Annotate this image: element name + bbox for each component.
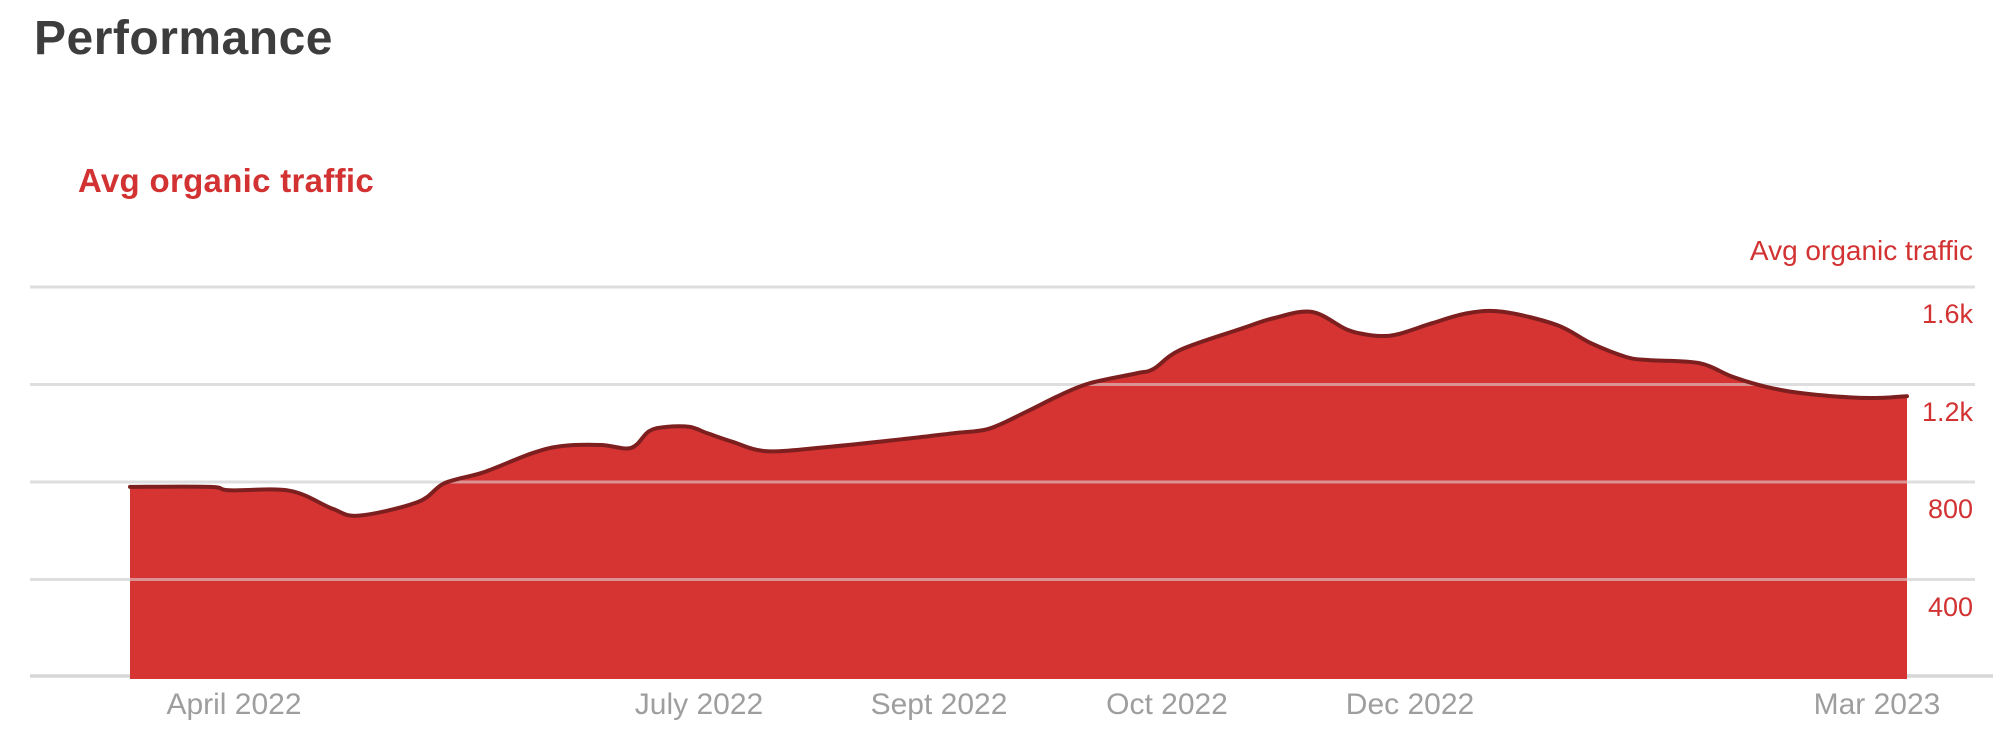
y-tick-label: 1.2k (1921, 397, 1973, 427)
y-axis-title: Avg organic traffic (1749, 235, 1973, 266)
x-tick-label: Oct 2022 (1106, 688, 1228, 721)
x-tick-label: Sept 2022 (870, 688, 1008, 721)
x-tick-label: Mar 2023 (1813, 688, 1941, 721)
x-tick-label: July 2022 (634, 688, 764, 721)
y-tick-label: 1.6k (1921, 299, 1973, 329)
y-tick-label: 800 (1927, 494, 1973, 524)
x-tick-label: Dec 2022 (1345, 688, 1475, 721)
chart-series-heading: Avg organic traffic (78, 162, 375, 199)
y-tick-label: 400 (1927, 592, 1973, 622)
page-title: Performance (34, 12, 333, 65)
x-tick-label: April 2022 (166, 688, 302, 721)
series-line (128, 308, 1909, 518)
area-fill (130, 310, 1907, 679)
